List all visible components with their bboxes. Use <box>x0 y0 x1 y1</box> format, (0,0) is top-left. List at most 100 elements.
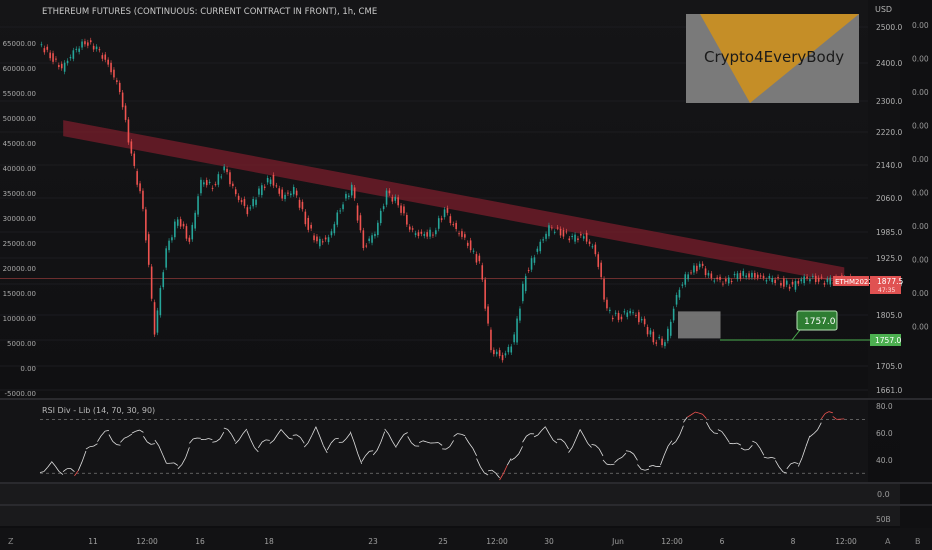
secondary-axis: 0.00 0.00 0.00 0.00 0.00 0.00 0.00 0.00 0.00 0.00 <box>912 21 929 332</box>
left-tick-label: 65000.00 <box>3 40 36 48</box>
left-tick-label: 5000.00 <box>7 340 36 348</box>
timezone-icon[interactable]: Z <box>8 537 14 546</box>
candle-body <box>234 189 237 195</box>
rsi-segment <box>288 437 293 440</box>
candle-body <box>400 205 402 213</box>
volume-panel <box>0 484 900 504</box>
candle-body <box>646 327 649 335</box>
rsi-segment <box>629 451 634 455</box>
left-tick-label: 30000.00 <box>3 215 36 223</box>
secondary-tick-label: 0.00 <box>912 256 929 265</box>
candle-body <box>649 330 652 335</box>
candle-body <box>382 206 385 210</box>
candle-body <box>580 234 582 236</box>
chart-title: ETHEREUM FUTURES (CONTINUOUS: CURRENT CO… <box>42 7 377 17</box>
rsi-segment <box>506 458 512 466</box>
rsi-segment <box>579 429 585 437</box>
candle-body <box>188 237 191 242</box>
log-scale-icon[interactable]: B <box>915 537 921 546</box>
price-tag-value: 1877.5 <box>877 277 903 286</box>
rsi-segment <box>698 412 703 415</box>
price-tick-label: 2400.0 <box>876 59 902 68</box>
rsi-segment <box>763 456 768 459</box>
price-tick-label: 2500.0 <box>876 23 902 32</box>
rsi-segment <box>453 433 458 437</box>
target-box <box>796 310 838 331</box>
resistance-trendline <box>63 120 845 284</box>
candle-body <box>287 192 289 194</box>
target-axis-tag <box>870 334 901 346</box>
candle-body <box>814 275 817 282</box>
rsi-segment <box>809 433 814 438</box>
candle-body <box>725 278 727 282</box>
candle-body <box>403 206 405 214</box>
candle-body <box>774 279 776 284</box>
candle-body <box>472 250 475 252</box>
rsi-segment <box>120 437 125 443</box>
rsi-segment <box>575 429 581 439</box>
rsi-segment <box>273 434 278 441</box>
rsi-segment <box>384 428 389 435</box>
candle-body <box>687 274 689 280</box>
rsi-segment <box>47 462 52 468</box>
rsi-segment <box>235 439 240 444</box>
rsi-segment <box>759 448 765 456</box>
candle-body <box>89 40 92 43</box>
candle-body <box>78 48 80 52</box>
candle-body <box>272 174 275 186</box>
candle-body <box>783 278 785 287</box>
candle-body <box>652 331 655 343</box>
rsi-segment <box>641 468 646 471</box>
candle-body <box>348 195 350 198</box>
rsi-segment <box>644 468 650 471</box>
candle-body <box>791 281 794 285</box>
rsi-label: RSI Div - Lib (14, 70, 30, 90) <box>42 406 155 415</box>
rsi-segment <box>510 457 516 461</box>
rsi-segment <box>598 448 604 457</box>
left-tick-label: 25000.00 <box>3 240 36 248</box>
candle-body <box>568 238 571 241</box>
candle-body <box>182 223 185 227</box>
candle-body <box>200 179 202 194</box>
candle-body <box>408 226 411 230</box>
rsi-segment <box>380 431 386 443</box>
rsi-segment <box>706 421 711 430</box>
time-axis[interactable] <box>0 528 932 550</box>
candle-body <box>510 346 513 353</box>
candle-body <box>229 172 231 185</box>
rsi-segment <box>257 441 263 449</box>
candle-body <box>748 273 750 278</box>
rsi-segment <box>131 430 136 434</box>
candle-body <box>147 234 150 265</box>
rsi-segment <box>349 431 355 443</box>
candle-body <box>394 196 397 201</box>
rsi-segment <box>162 454 167 464</box>
candle-body <box>495 351 498 355</box>
rsi-segment <box>518 446 523 455</box>
candle-body <box>336 212 339 225</box>
rsi-segment <box>733 442 738 445</box>
target-pointer <box>791 329 801 341</box>
rsi-segment <box>549 433 554 441</box>
candle-body <box>556 227 559 229</box>
candle-body <box>493 349 495 355</box>
rsi-segment <box>85 446 90 450</box>
candle-body <box>197 196 199 215</box>
rsi-segment <box>105 430 110 432</box>
rsi-segment <box>74 470 79 477</box>
candle-body <box>507 346 510 353</box>
rsi-segment <box>625 450 630 452</box>
rsi-segment <box>457 433 462 435</box>
candle-body <box>426 232 428 237</box>
candle-body <box>812 276 814 278</box>
rsi-segment <box>284 433 290 439</box>
rsi-segment <box>491 469 496 474</box>
rsi-segment <box>147 441 152 445</box>
price-tick-label: 1805.0 <box>876 311 902 320</box>
auto-scale-icon[interactable]: A <box>885 537 891 546</box>
price-tick-label: 2220.0 <box>876 128 902 137</box>
candle-body <box>582 236 585 239</box>
candle-body <box>353 187 356 199</box>
